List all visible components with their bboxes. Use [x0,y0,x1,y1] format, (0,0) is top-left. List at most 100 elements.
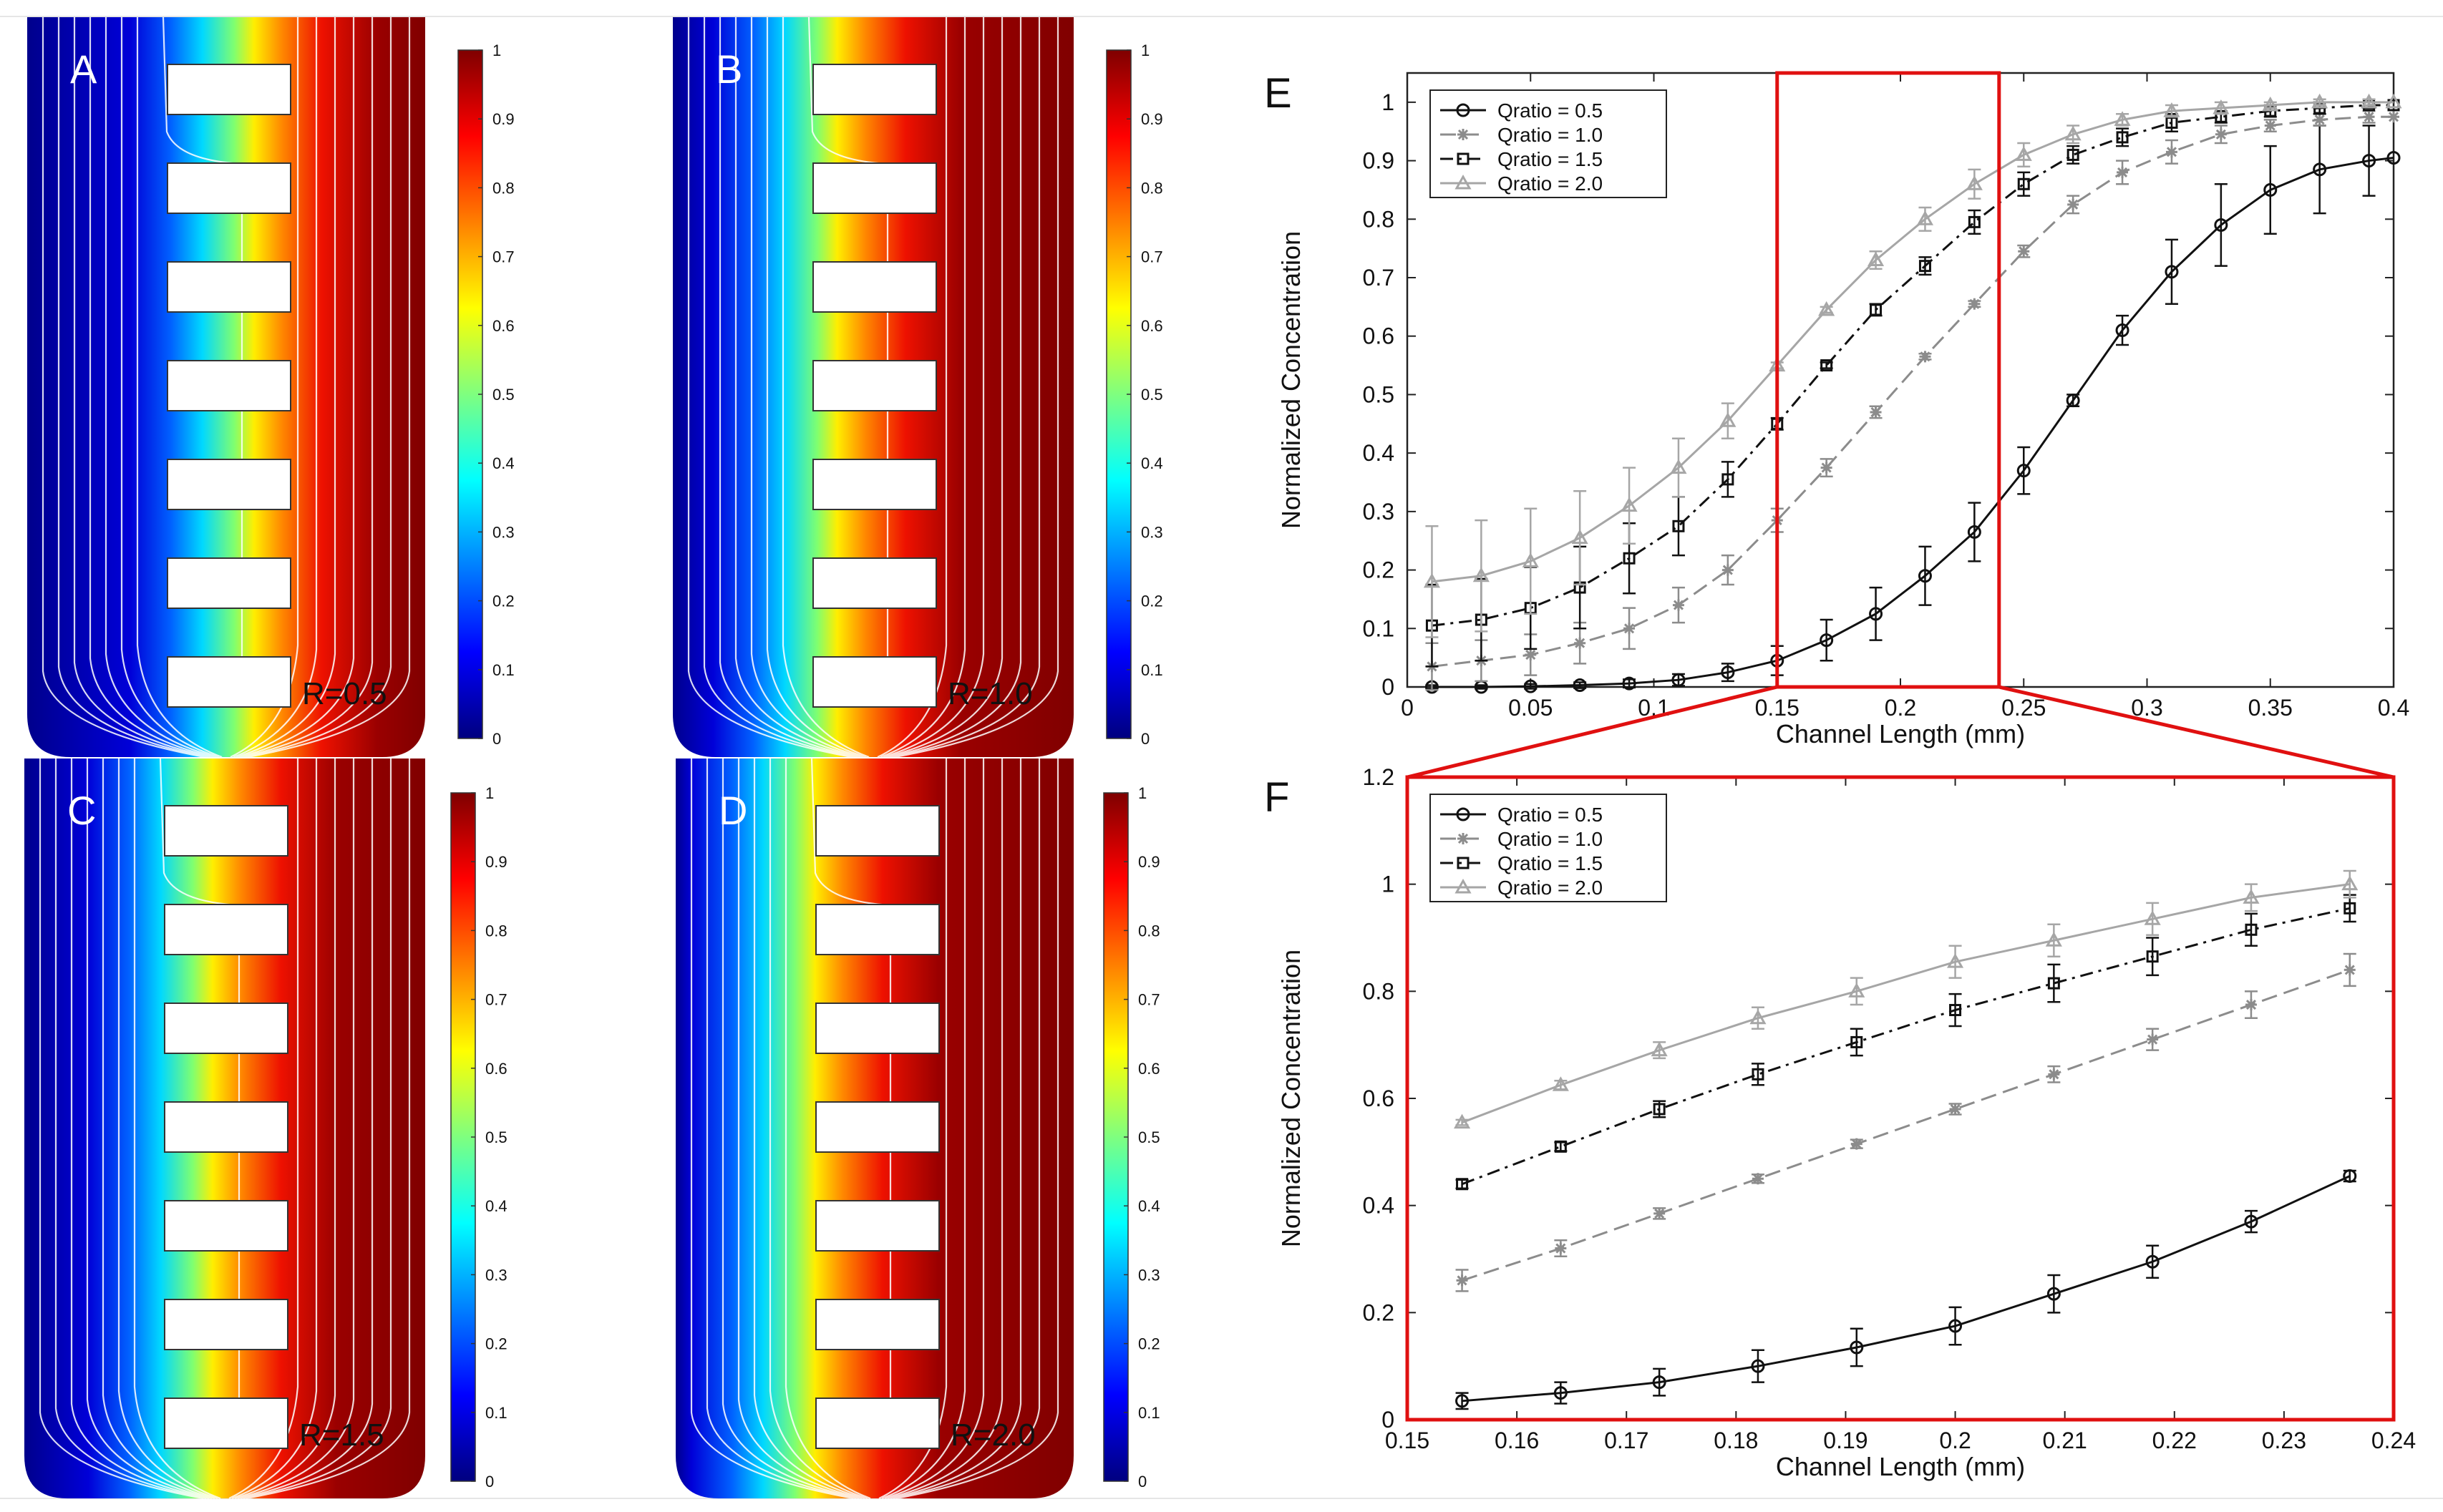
y-tick-label: 0.8 [1363,206,1394,232]
obstacle [167,360,291,411]
data-point-star [1752,1173,1764,1185]
streamline-right [246,759,411,1500]
streamline-right [890,759,1022,1500]
colorbar-tick-label: 0.1 [492,661,515,679]
streamline-left [39,759,204,1500]
data-point-circle [2244,1214,2258,1229]
colorbar-tick-label: 0.4 [485,1197,507,1215]
colorbar-tick-label: 0.9 [1141,110,1163,128]
simulation-panel-d: D R=2.0 [676,758,1074,1500]
data-point-square [1653,1103,1666,1116]
colorbar-tick-label: 0.4 [1138,1197,1160,1215]
streamline-left [57,17,208,759]
colorbar-tick-label: 0.8 [492,179,515,197]
data-point-circle [1523,679,1538,693]
data-point-triangle [1651,1041,1668,1057]
streamline-left [766,17,867,759]
obstacle [164,1003,288,1054]
y-tick-label: 0.5 [1363,381,1394,407]
obstacle [164,904,288,955]
obstacle [812,162,937,214]
data-point-triangle [1454,174,1472,190]
colorbar-tick-label: 1 [1141,42,1150,59]
data-point-circle [2214,218,2228,232]
colorbar-tick-label: 0 [1141,730,1150,748]
data-point-star [1820,462,1832,474]
streamline-left [782,17,870,759]
colorbar-tick-label: 0.8 [1141,179,1163,197]
data-point-star [2388,111,2399,123]
colorbar-tick-label: 0.7 [1138,991,1160,1009]
data-point-circle [1869,607,1883,621]
x-tick-label: 0.25 [2001,695,2046,721]
data-point-triangle [1848,982,1865,998]
simulation-panel-a: A R=0.5 [27,16,425,759]
colorbar-tick-label: 0.5 [1138,1128,1160,1146]
colorbar: 1 0.9 0.8 0.7 0.6 0.5 0.4 0.3 0.2 0.1 0 [1103,784,1160,1491]
legend-entry-label: Qratio = 1.0 [1497,828,1603,850]
data-point-star [1949,1103,1961,1115]
data-point-circle [1721,665,1735,680]
streamline-right [887,759,1004,1500]
data-point-square [1820,359,1833,372]
y-tick-label: 0.9 [1363,148,1394,174]
obstacle [164,1299,288,1350]
data-point-star [2165,146,2177,158]
streamline-left [706,759,857,1500]
streamline-right [235,17,336,759]
data-point-triangle [2213,99,2230,114]
colorbar-tick-label: 0.2 [1138,1335,1160,1353]
data-point-triangle [2385,93,2402,109]
data-point-star [1555,1242,1567,1254]
streamline-right [888,17,1022,759]
zoom-target-frame [1405,775,2396,1422]
streamline-right [893,759,1041,1500]
streamline-left [719,17,858,759]
colorbar-tick-label: 1 [492,42,501,59]
panel-label: C [67,788,96,833]
streamline-right [885,17,1004,759]
x-tick-label: 0.35 [2248,695,2293,721]
x-tick-label: 0.2 [1885,695,1916,721]
obstacle [815,1200,940,1252]
data-point-star [2117,166,2129,178]
data-point-square [1457,152,1470,165]
data-point-square [1752,1068,1764,1081]
obstacle [164,805,288,857]
x-axis-label: Channel Length (mm) [1776,1452,2025,1481]
obstacle [812,459,937,510]
colorbar: 1 0.9 0.8 0.7 0.6 0.5 0.4 0.3 0.2 0.1 0 [1106,42,1163,748]
colorbar-tick-label: 0.3 [485,1266,507,1284]
bottom-border [0,1498,2443,1499]
data-point-triangle [2163,102,2180,117]
data-point-circle [1455,1394,1470,1408]
streamline-right [881,759,966,1500]
obstacle [167,656,291,708]
y-tick-label: 0.3 [1363,499,1394,525]
data-point-square [2066,148,2079,161]
streamline-right [894,17,1059,759]
data-point-square [1968,215,1981,228]
y-tick-label: 0.6 [1363,323,1394,349]
data-point-star [2018,245,2030,258]
data-point-triangle [1522,552,1539,567]
data-point-circle [1918,569,1932,583]
colorbar-tick-label: 0.1 [485,1404,507,1422]
data-point-triangle [1946,953,1964,968]
colorbar-tick-label: 0.9 [485,853,507,871]
data-point-circle [2313,162,2327,177]
data-point-star [2344,964,2356,976]
obstacle [164,1200,288,1252]
streamlines [687,16,1059,759]
data-point-circle [2386,150,2401,165]
streamline-left [54,759,207,1500]
legend-entry-label: Qratio = 1.0 [1497,124,1603,146]
streamline-right [233,17,318,759]
data-point-triangle [1867,251,1885,266]
data-point-triangle [1454,878,1472,894]
streamline-right [883,17,985,759]
data-point-triangle [2064,125,2082,141]
x-tick-label: 0.17 [1604,1428,1648,1453]
data-point-star [1850,1138,1862,1150]
streamline-right [884,759,985,1500]
